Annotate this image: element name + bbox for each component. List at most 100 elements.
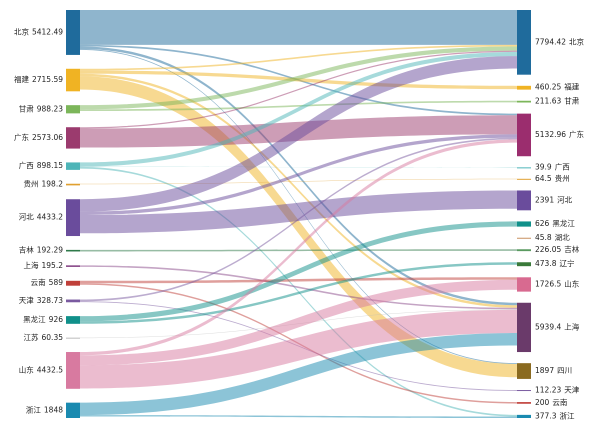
node-label: 200 云南 [535,397,568,407]
node [517,237,531,239]
node-label: 云南 589 [31,277,64,287]
node [517,363,531,379]
node [517,167,531,169]
node-label: 山东 4432.5 [19,364,63,374]
label-value: 64.5 [535,174,552,183]
node-label: 广西 898.15 [19,160,63,170]
node-label: 460.25 福建 [535,82,580,92]
link [80,309,517,389]
link [80,262,517,324]
node-label: 112.23 天津 [535,386,580,395]
node-label: 甘肃 988.23 [19,103,63,113]
label-name: 河北 [19,213,34,222]
label-name: 黑龙江 [552,218,575,228]
label-value: 328.73 [37,296,63,305]
link [80,277,517,284]
node [66,162,80,170]
node [517,249,531,252]
node [517,221,531,227]
node-label: 211.63 甘肃 [535,96,580,106]
link [80,100,517,111]
node [66,402,80,418]
label-name: 北京 [14,26,29,36]
node [517,113,531,157]
label-name: 山东 [19,364,34,374]
label-value: 60.35 [42,333,64,342]
label-name: 天津 [564,386,579,395]
label-value: 589 [49,278,64,287]
label-name: 辽宁 [559,258,574,268]
label-value: 1897 [535,366,554,375]
node-label: 377.3 浙江 [535,410,575,420]
node-label: 福建 2715.59 [14,74,63,84]
label-name: 上海 [564,321,579,331]
label-name: 上海 [24,260,39,270]
node-label: 473.8 辽宁 [535,258,574,268]
node [517,190,531,211]
node [517,262,531,267]
node-label: 黑龙江 926 [23,314,63,324]
link [80,279,517,366]
link [80,10,517,45]
node-label: 226.05 吉林 [535,244,580,254]
label-value: 39.9 [535,163,552,172]
label-name: 江苏 [24,332,39,342]
link [80,221,517,322]
node [517,100,531,103]
label-value: 192.29 [37,246,63,255]
node-label: 贵州 198.2 [24,179,64,189]
node [66,127,80,149]
label-value: 5939.4 [535,322,561,331]
node-label: 广东 2573.06 [14,132,63,142]
node-label: 626 黑龙江 [535,218,575,228]
label-value: 377.3 [535,411,557,420]
label-value: 2715.59 [32,75,63,84]
label-name: 广西 [19,160,34,170]
label-name: 吉林 [19,245,34,255]
node [66,183,80,186]
node [66,249,80,252]
node [66,10,80,55]
link [80,249,517,252]
label-value: 211.63 [535,97,561,106]
node-label: 1897 四川 [535,366,572,375]
label-name: 吉林 [564,244,579,254]
link [80,46,517,110]
label-name: 广东 [569,129,584,139]
label-value: 226.05 [535,245,561,254]
node [517,178,531,180]
node-label: 浙江 1848 [26,404,63,414]
label-value: 926 [49,315,64,324]
label-name: 福建 [14,74,29,84]
label-name: 四川 [557,366,572,375]
label-name: 甘肃 [564,96,579,106]
label-name: 甘肃 [19,103,34,113]
label-value: 7794.42 [535,37,566,46]
node-label: 1726.5 山东 [535,278,580,288]
node-label: 上海 195.2 [24,260,64,270]
label-value: 112.23 [535,386,561,395]
label-name: 山东 [564,278,579,288]
label-name: 湖北 [555,233,570,242]
label-name: 云南 [31,277,46,287]
link [80,190,517,234]
label-value: 4433.2 [37,213,63,222]
node [66,68,80,92]
label-value: 460.25 [535,83,561,92]
label-value: 200 [535,398,550,407]
label-value: 195.2 [42,261,64,270]
label-name: 浙江 [26,404,41,414]
label-value: 2573.06 [32,133,63,142]
label-value: 45.8 [535,233,552,242]
label-value: 1848 [44,405,63,414]
links [80,10,517,418]
node [66,199,80,237]
label-name: 云南 [552,397,567,407]
label-name: 浙江 [559,410,574,420]
node [66,265,80,267]
node-label: 7794.42 北京 [535,36,585,46]
label-name: 贵州 [24,179,39,189]
label-value: 198.2 [42,180,64,189]
label-value: 1726.5 [535,279,561,288]
node [66,316,80,324]
